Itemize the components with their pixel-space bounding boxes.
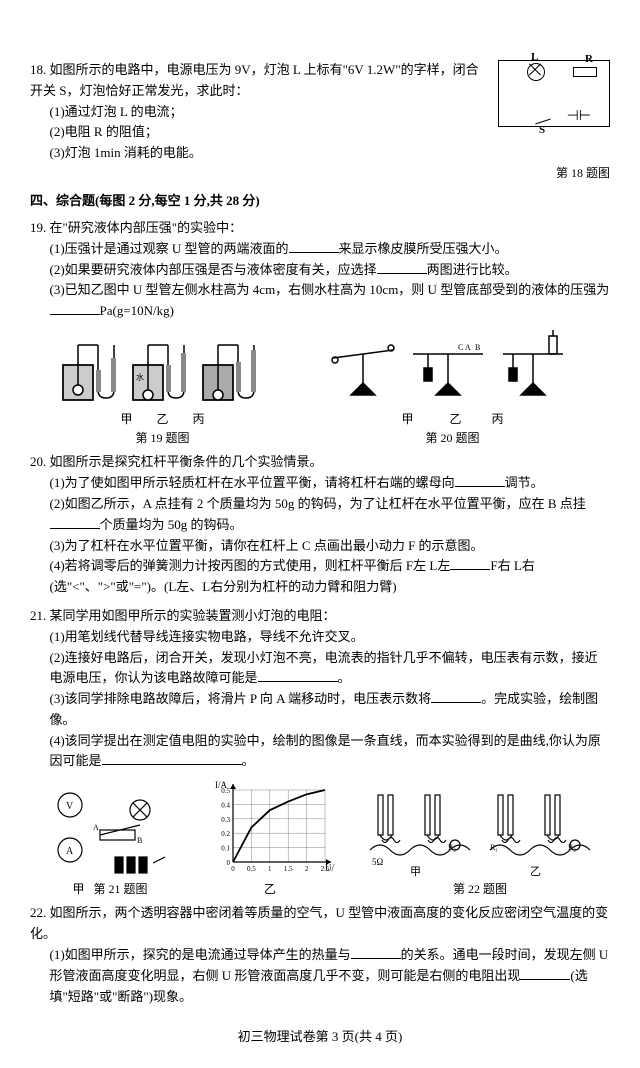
q21-p2b: 。 bbox=[338, 670, 351, 685]
svg-text:V: V bbox=[66, 801, 74, 812]
blank[interactable] bbox=[102, 751, 242, 765]
q19-num: 19. bbox=[30, 220, 46, 235]
q20-p4b: F右 L右 bbox=[490, 558, 534, 573]
svg-text:乙: 乙 bbox=[530, 865, 541, 878]
svg-text:水: 水 bbox=[136, 372, 144, 382]
svg-text:0.2: 0.2 bbox=[221, 830, 230, 838]
cap: 丙 bbox=[193, 412, 205, 426]
q19-p2b: 两图进行比较。 bbox=[427, 262, 518, 277]
svg-text:I/A: I/A bbox=[215, 780, 227, 790]
label-L: L bbox=[531, 49, 538, 67]
q19-p3b: Pa(g=10N/kg) bbox=[100, 303, 175, 318]
figure-19: 水 甲 乙 丙 第 19 题图 bbox=[58, 330, 268, 448]
cap: 乙 bbox=[156, 412, 168, 426]
q21-p3a: (3)该同学排除电路故障后，将滑片 P 向 A 端移动时，电压表示数将 bbox=[50, 691, 432, 706]
q18-p3: (3)灯泡 1min 消耗的电能。 bbox=[30, 143, 610, 164]
cap: 甲 bbox=[410, 866, 421, 878]
figure-21-chart: 00.511.522.500.10.20.30.40.5I/AU/V 乙 bbox=[205, 780, 335, 899]
figure-22: 5Ω R₂ 甲 R₁ R₂ 乙 第 22 题图 bbox=[365, 785, 595, 899]
q20-p1a: (1)为了使如图甲所示轻质杠杆在水平位置平衡，请将杠杆右端的螺母向 bbox=[50, 475, 455, 490]
q20-num: 20. bbox=[30, 454, 46, 469]
label-R: R bbox=[585, 51, 593, 69]
cap: 甲 bbox=[401, 412, 413, 426]
q19-p1b: 来显示橡皮膜所受压强大小。 bbox=[339, 241, 508, 256]
svg-text:0.5: 0.5 bbox=[247, 865, 256, 873]
figure-18-caption: 第 18 题图 bbox=[30, 164, 610, 183]
cap: 丙 bbox=[492, 412, 504, 426]
q20-p4a: (4)若将调零后的弹簧测力计按丙图的方式使用，则杠杆平衡后 F左 L左 bbox=[50, 558, 451, 573]
label-S: S bbox=[539, 122, 545, 140]
q20-p1b: 调节。 bbox=[505, 475, 544, 490]
figure-20-caption: 第 20 题图 bbox=[323, 429, 583, 448]
figure-row-21-22: V AB A 甲 第 21 题图 00.511.522.500.10.20.30… bbox=[30, 780, 610, 899]
q22-stem: 如图所示，两个透明容器中密闭着等质量的空气，U 型管中液面高度的变化反应密闭空气… bbox=[30, 905, 608, 941]
question-22: 22. 如图所示，两个透明容器中密闭着等质量的空气，U 型管中液面高度的变化反应… bbox=[30, 903, 610, 1007]
blank[interactable] bbox=[50, 515, 100, 529]
svg-text:0.1: 0.1 bbox=[221, 845, 230, 853]
figure-19-caption: 第 19 题图 bbox=[58, 429, 268, 448]
svg-text:B: B bbox=[475, 343, 480, 352]
blank[interactable] bbox=[258, 668, 338, 682]
svg-text:1: 1 bbox=[268, 865, 272, 873]
question-20: 20. 如图所示是探究杠杆平衡条件的几个实验情景。 (1)为了使如图甲所示轻质杠… bbox=[30, 452, 610, 598]
figure-18-circuit: L R S ⊣⊢ bbox=[498, 60, 610, 127]
svg-text:5Ω: 5Ω bbox=[372, 857, 384, 867]
q19-p3a: (3)已知乙图中 U 型管左侧水柱高为 4cm，右侧水柱高为 10cm，则 U … bbox=[50, 282, 610, 297]
q20-p2a: (2)如图乙所示，A 点挂有 2 个质量均为 50g 的钩码，为了让杠杆在水平位… bbox=[50, 496, 586, 511]
blank[interactable] bbox=[351, 945, 401, 959]
blank[interactable] bbox=[455, 473, 505, 487]
q20-stem: 如图所示是探究杠杆平衡条件的几个实验情景。 bbox=[50, 454, 323, 469]
q22-num: 22. bbox=[30, 905, 46, 920]
q19-p2a: (2)如果要研究液体内部压强是否与液体密度有关，应选择 bbox=[50, 262, 377, 277]
q21-stem: 某同学用如图甲所示的实验装置测小灯泡的电阻： bbox=[50, 608, 336, 623]
svg-text:2: 2 bbox=[305, 865, 309, 873]
svg-text:A: A bbox=[93, 823, 99, 832]
svg-text:0.4: 0.4 bbox=[221, 802, 230, 810]
q20-p4c: (选"<"、">"或"=")。(L左、L右分别为杠杆的动力臂和阻力臂) bbox=[30, 577, 610, 598]
question-21: 21. 某同学用如图甲所示的实验装置测小灯泡的电阻： (1)用笔划线代替导线连接… bbox=[30, 606, 610, 772]
cap: 乙 bbox=[205, 880, 335, 899]
svg-text:B: B bbox=[137, 836, 142, 845]
svg-text:0.3: 0.3 bbox=[221, 816, 230, 824]
q18-num: 18. bbox=[30, 62, 46, 77]
blank[interactable] bbox=[377, 260, 427, 274]
figure-21-caption: 第 21 题图 bbox=[94, 882, 148, 896]
question-19: 19. 在"研究液体内部压强"的实验中： (1)压强计是通过观察 U 型管的两端… bbox=[30, 218, 610, 322]
svg-text:C A: C A bbox=[458, 343, 471, 352]
q21-p1: (1)用笔划线代替导线连接实物电路，导线不允许交叉。 bbox=[30, 627, 610, 648]
cap: 甲 bbox=[72, 882, 84, 896]
svg-text:0: 0 bbox=[231, 865, 235, 873]
figure-row-19-20: 水 甲 乙 丙 第 19 题图 C A B bbox=[30, 330, 610, 448]
blank[interactable] bbox=[50, 301, 100, 315]
svg-text:0: 0 bbox=[227, 859, 231, 867]
figure-22-caption: 第 22 题图 bbox=[365, 880, 595, 899]
cap: 乙 bbox=[449, 412, 461, 426]
question-18: L R S ⊣⊢ 18. 如图所示的电路中，电源电压为 9V，灯泡 L 上标有"… bbox=[30, 60, 610, 183]
q18-stem: 如图所示的电路中，电源电压为 9V，灯泡 L 上标有"6V 1.2W"的字样，闭… bbox=[30, 62, 479, 98]
figure-21-circuit: V A B A 甲 第 21 题图 bbox=[45, 785, 175, 899]
svg-text:R₁: R₁ bbox=[490, 843, 498, 852]
q20-p2b: 个质量均为 50g 的钩码。 bbox=[100, 517, 243, 532]
q22-p1a: (1)如图甲所示，探究的是电流通过导体产生的热量与 bbox=[50, 947, 351, 962]
q21-num: 21. bbox=[30, 608, 46, 623]
svg-text:1.5: 1.5 bbox=[284, 865, 293, 873]
blank[interactable] bbox=[450, 556, 490, 570]
svg-text:R₂: R₂ bbox=[448, 843, 456, 852]
blank[interactable] bbox=[431, 689, 481, 703]
section-4-title: 四、综合题(每图 2 分,每空 1 分,共 28 分) bbox=[30, 191, 610, 212]
q21-p4b: 。 bbox=[242, 753, 255, 768]
q19-p1a: (1)压强计是通过观察 U 型管的两端液面的 bbox=[50, 241, 289, 256]
figure-20: C A B 甲 乙 丙 第 20 题图 bbox=[323, 330, 583, 448]
blank[interactable] bbox=[520, 966, 570, 980]
svg-text:A: A bbox=[66, 846, 74, 857]
svg-text:U/V: U/V bbox=[325, 863, 335, 873]
cap: 甲 bbox=[120, 412, 132, 426]
q20-p3: (3)为了杠杆在水平位置平衡，请你在杠杆上 C 点画出最小动力 F 的示意图。 bbox=[30, 536, 610, 557]
q19-stem: 在"研究液体内部压强"的实验中： bbox=[50, 220, 243, 235]
page-footer: 初三物理试卷第 3 页(共 4 页) bbox=[30, 1027, 610, 1048]
svg-text:R₂: R₂ bbox=[568, 843, 576, 852]
blank[interactable] bbox=[289, 239, 339, 253]
